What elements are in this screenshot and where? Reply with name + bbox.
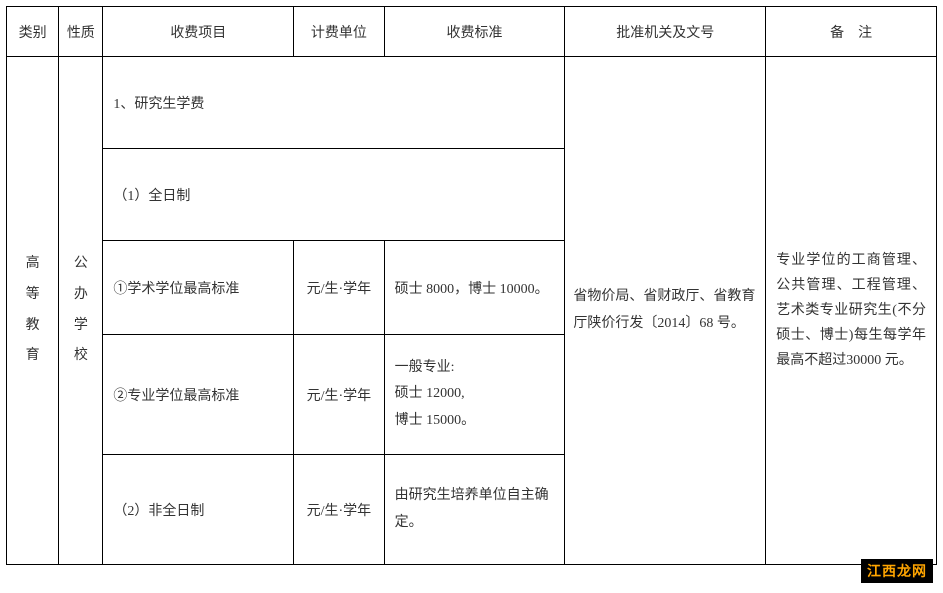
unit-cell: 元/生·学年 [294, 455, 384, 565]
header-category: 类别 [7, 7, 59, 57]
nature-char: 公 [65, 249, 96, 280]
item-cell: （2）非全日制 [103, 455, 294, 565]
standard-cell: 由研究生培养单位自主确定。 [384, 455, 565, 565]
header-item: 收费项目 [103, 7, 294, 57]
category-char: 等 [13, 280, 52, 311]
watermark-badge: 江西龙网 [861, 559, 933, 583]
standard-line: 一般专业: [395, 355, 559, 382]
standard-line: 硕士 12000, [395, 381, 559, 408]
item-cell: 1、研究生学费 [103, 57, 565, 149]
item-cell: ②专业学位最高标准 [103, 335, 294, 455]
header-remark: 备 注 [766, 7, 937, 57]
nature-char: 校 [65, 341, 96, 372]
unit-cell: 元/生·学年 [294, 335, 384, 455]
header-unit: 计费单位 [294, 7, 384, 57]
category-char: 教 [13, 311, 52, 342]
table-row: 高 等 教 育 公 办 学 校 1、研究生学费 省物价局、省财政厅、省教育厅陕价… [7, 57, 937, 149]
category-char: 育 [13, 341, 52, 372]
unit-cell: 元/生·学年 [294, 241, 384, 335]
nature-cell: 公 办 学 校 [59, 57, 103, 565]
fee-table: 类别 性质 收费项目 计费单位 收费标准 批准机关及文号 备 注 高 等 教 育… [6, 6, 937, 565]
category-char: 高 [13, 249, 52, 280]
header-nature: 性质 [59, 7, 103, 57]
item-cell: ①学术学位最高标准 [103, 241, 294, 335]
nature-char: 办 [65, 280, 96, 311]
header-approval: 批准机关及文号 [565, 7, 766, 57]
remark-cell: 专业学位的工商管理、公共管理、工程管理、艺术类专业研究生(不分硕士、博士)每生每… [766, 57, 937, 565]
category-cell: 高 等 教 育 [7, 57, 59, 565]
nature-char: 学 [65, 311, 96, 342]
approval-cell: 省物价局、省财政厅、省教育厅陕价行发〔2014〕68 号。 [565, 57, 766, 565]
standard-line: 博士 15000。 [395, 408, 559, 435]
standard-cell: 一般专业: 硕士 12000, 博士 15000。 [384, 335, 565, 455]
item-cell: （1）全日制 [103, 149, 565, 241]
standard-cell: 硕士 8000，博士 10000。 [384, 241, 565, 335]
header-row: 类别 性质 收费项目 计费单位 收费标准 批准机关及文号 备 注 [7, 7, 937, 57]
header-standard: 收费标准 [384, 7, 565, 57]
